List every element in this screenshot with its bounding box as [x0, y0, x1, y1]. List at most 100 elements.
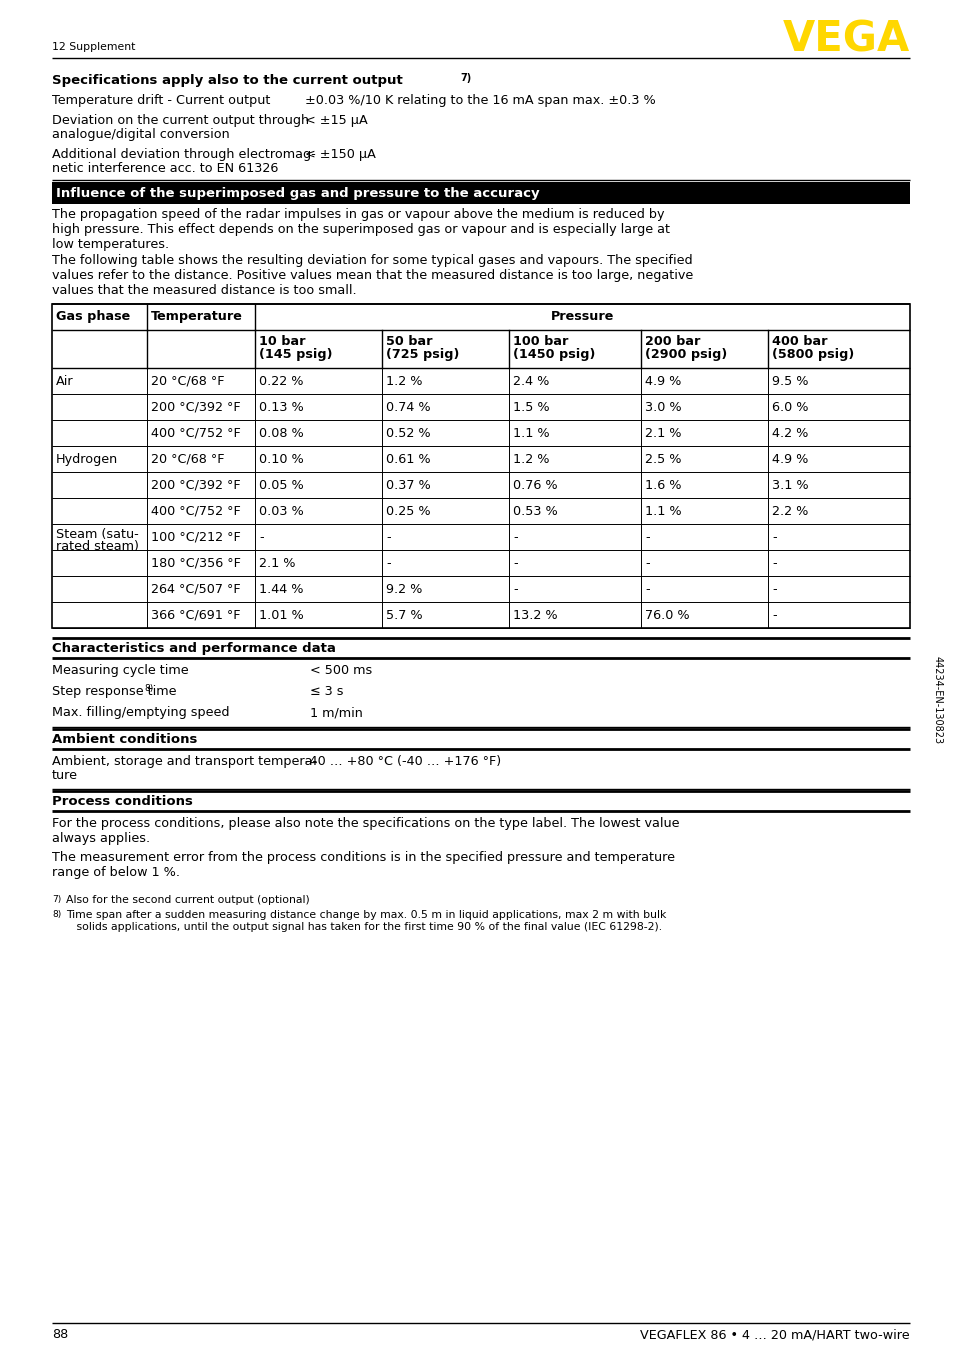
- Text: 0.52 %: 0.52 %: [386, 427, 430, 440]
- Text: 4.9 %: 4.9 %: [644, 375, 680, 389]
- Text: 4.9 %: 4.9 %: [771, 454, 807, 466]
- Text: < 500 ms: < 500 ms: [310, 663, 372, 677]
- Text: -: -: [513, 584, 517, 596]
- Text: 76.0 %: 76.0 %: [644, 609, 689, 621]
- Text: 20 °C/68 °F: 20 °C/68 °F: [151, 375, 224, 389]
- Text: The following table shows the resulting deviation for some typical gases and vap: The following table shows the resulting …: [52, 255, 693, 297]
- Text: Pressure: Pressure: [550, 310, 614, 324]
- Text: 400 bar: 400 bar: [771, 334, 826, 348]
- Text: -: -: [644, 584, 649, 596]
- Text: -: -: [771, 531, 776, 544]
- Text: -: -: [771, 556, 776, 570]
- Text: 1.1 %: 1.1 %: [513, 427, 549, 440]
- Text: 3.0 %: 3.0 %: [644, 401, 680, 414]
- Text: 12 Supplement: 12 Supplement: [52, 42, 135, 51]
- Text: Air: Air: [56, 375, 73, 389]
- Text: 13.2 %: 13.2 %: [513, 609, 558, 621]
- Text: 1 m/min: 1 m/min: [310, 705, 362, 719]
- Text: Deviation on the current output through: Deviation on the current output through: [52, 114, 309, 127]
- Text: For the process conditions, please also note the specifications on the type labe: For the process conditions, please also …: [52, 816, 679, 845]
- Text: 0.05 %: 0.05 %: [258, 479, 303, 492]
- Text: The propagation speed of the radar impulses in gas or vapour above the medium is: The propagation speed of the radar impul…: [52, 209, 669, 250]
- Text: -: -: [513, 531, 517, 544]
- Text: 0.03 %: 0.03 %: [258, 505, 303, 519]
- Text: 0.74 %: 0.74 %: [386, 401, 430, 414]
- Text: 50 bar: 50 bar: [386, 334, 432, 348]
- Text: (1450 psig): (1450 psig): [513, 348, 595, 362]
- Text: 400 °C/752 °F: 400 °C/752 °F: [151, 427, 240, 440]
- Text: 0.53 %: 0.53 %: [513, 505, 558, 519]
- Text: 1.6 %: 1.6 %: [644, 479, 680, 492]
- Text: 1.1 %: 1.1 %: [644, 505, 680, 519]
- Text: 5.7 %: 5.7 %: [386, 609, 422, 621]
- Text: -: -: [771, 584, 776, 596]
- Text: < ±15 μA: < ±15 μA: [305, 114, 367, 127]
- Text: Additional deviation through electromag-: Additional deviation through electromag-: [52, 148, 315, 161]
- Text: Process conditions: Process conditions: [52, 795, 193, 808]
- Text: 200 °C/392 °F: 200 °C/392 °F: [151, 479, 240, 492]
- Text: 0.10 %: 0.10 %: [258, 454, 303, 466]
- Text: Step response time: Step response time: [52, 685, 176, 699]
- Text: solids applications, until the output signal has taken for the first time 90 % o: solids applications, until the output si…: [66, 922, 661, 932]
- Text: 44234-EN-130823: 44234-EN-130823: [932, 655, 942, 745]
- Text: Max. filling/emptying speed: Max. filling/emptying speed: [52, 705, 230, 719]
- Text: Ambient conditions: Ambient conditions: [52, 733, 197, 746]
- Text: 4.2 %: 4.2 %: [771, 427, 807, 440]
- Text: Also for the second current output (optional): Also for the second current output (opti…: [66, 895, 310, 904]
- Text: VEGA: VEGA: [781, 18, 909, 60]
- Text: 20 °C/68 °F: 20 °C/68 °F: [151, 454, 224, 466]
- Text: 9.5 %: 9.5 %: [771, 375, 807, 389]
- Text: 400 °C/752 °F: 400 °C/752 °F: [151, 505, 240, 519]
- Text: -40 … +80 °C (-40 … +176 °F): -40 … +80 °C (-40 … +176 °F): [305, 756, 500, 768]
- Text: 88: 88: [52, 1328, 69, 1340]
- Text: 100 °C/212 °F: 100 °C/212 °F: [151, 531, 240, 544]
- Text: 7): 7): [459, 73, 471, 83]
- Text: ±0.03 %/10 K relating to the 16 mA span max. ±0.3 %: ±0.03 %/10 K relating to the 16 mA span …: [305, 93, 655, 107]
- Text: 0.22 %: 0.22 %: [258, 375, 303, 389]
- Text: 2.1 %: 2.1 %: [258, 556, 295, 570]
- Text: -: -: [771, 609, 776, 621]
- Text: 100 bar: 100 bar: [513, 334, 568, 348]
- Text: 0.37 %: 0.37 %: [386, 479, 431, 492]
- Text: 0.61 %: 0.61 %: [386, 454, 430, 466]
- Text: 10 bar: 10 bar: [258, 334, 305, 348]
- Text: -: -: [258, 531, 263, 544]
- Text: netic interference acc. to EN 61326: netic interference acc. to EN 61326: [52, 162, 278, 175]
- Text: 1.2 %: 1.2 %: [386, 375, 422, 389]
- Text: 1.44 %: 1.44 %: [258, 584, 303, 596]
- Text: Time span after a sudden measuring distance change by max. 0.5 m in liquid appli: Time span after a sudden measuring dista…: [66, 910, 666, 919]
- Text: 0.08 %: 0.08 %: [258, 427, 303, 440]
- Text: Specifications apply also to the current output: Specifications apply also to the current…: [52, 74, 402, 87]
- Bar: [52, 305, 909, 628]
- Text: Steam (satu-: Steam (satu-: [56, 528, 138, 542]
- Text: 180 °C/356 °F: 180 °C/356 °F: [151, 556, 240, 570]
- Text: 2.4 %: 2.4 %: [513, 375, 549, 389]
- Text: 8): 8): [52, 910, 61, 919]
- Text: -: -: [644, 556, 649, 570]
- Text: 1.5 %: 1.5 %: [513, 401, 549, 414]
- Text: 9.2 %: 9.2 %: [386, 584, 422, 596]
- Text: 2.1 %: 2.1 %: [644, 427, 680, 440]
- Bar: [52, 181, 909, 204]
- Text: ≤ 3 s: ≤ 3 s: [310, 685, 343, 699]
- Text: (145 psig): (145 psig): [258, 348, 333, 362]
- Text: -: -: [386, 556, 390, 570]
- Text: -: -: [386, 531, 390, 544]
- Text: Influence of the superimposed gas and pressure to the accuracy: Influence of the superimposed gas and pr…: [56, 187, 539, 199]
- Text: 264 °C/507 °F: 264 °C/507 °F: [151, 584, 240, 596]
- Text: -: -: [644, 531, 649, 544]
- Text: Measuring cycle time: Measuring cycle time: [52, 663, 189, 677]
- Text: 0.25 %: 0.25 %: [386, 505, 430, 519]
- Text: 0.76 %: 0.76 %: [513, 479, 558, 492]
- Text: VEGAFLEX 86 • 4 … 20 mA/HART two-wire: VEGAFLEX 86 • 4 … 20 mA/HART two-wire: [639, 1328, 909, 1340]
- Text: 200 °C/392 °F: 200 °C/392 °F: [151, 401, 240, 414]
- Text: -: -: [513, 556, 517, 570]
- Text: rated steam): rated steam): [56, 540, 139, 552]
- Text: 3.1 %: 3.1 %: [771, 479, 808, 492]
- Text: The measurement error from the process conditions is in the specified pressure a: The measurement error from the process c…: [52, 852, 675, 879]
- Text: Characteristics and performance data: Characteristics and performance data: [52, 642, 335, 655]
- Text: 1.01 %: 1.01 %: [258, 609, 303, 621]
- Text: 366 °C/691 °F: 366 °C/691 °F: [151, 609, 240, 621]
- Text: Ambient, storage and transport tempera-: Ambient, storage and transport tempera-: [52, 756, 316, 768]
- Text: (5800 psig): (5800 psig): [771, 348, 853, 362]
